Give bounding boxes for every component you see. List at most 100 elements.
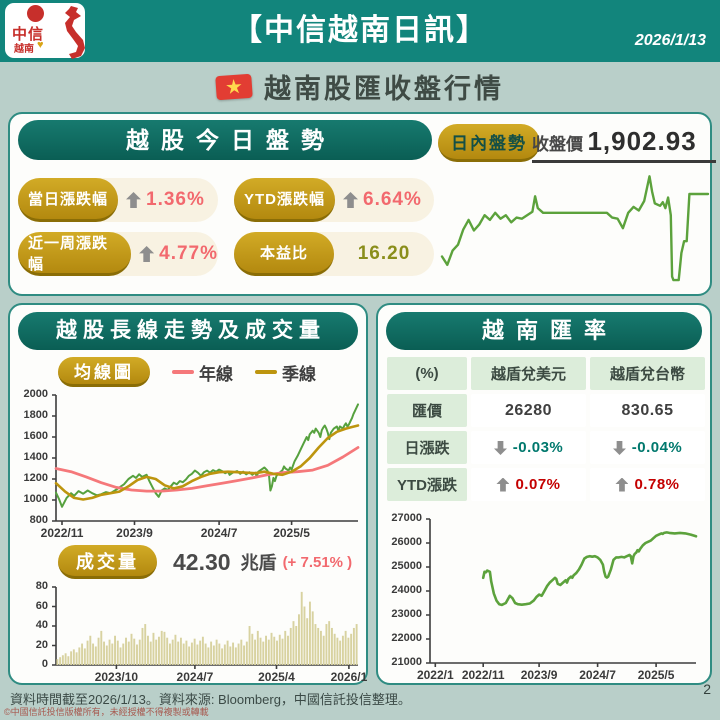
- stat-week-change-label: 近一周漲跌幅: [18, 232, 132, 276]
- down-arrow-icon: [613, 441, 626, 455]
- fx-usd-rate-value: 26280: [505, 401, 552, 419]
- fx-usd-ytd-change-value: 0.07%: [515, 476, 561, 493]
- x-tick-label: 2025/5: [273, 526, 310, 540]
- logo-sub-text: 越南: [14, 44, 34, 55]
- page-number: 2: [703, 681, 711, 697]
- stat-week-change-value: 4.77%: [159, 243, 218, 264]
- longterm-chart: 800 1000 1200 1400 1600 1800 2000 2022/11 2023/9…: [16, 388, 364, 541]
- down-arrow-icon: [494, 441, 507, 455]
- data-source-note: 資料時間截至2026/1/13。資料來源: Bloomberg，中國信託投信整理…: [10, 692, 411, 707]
- fx-usd-daily-change: -0.03%: [471, 431, 586, 464]
- stat-ytd-change-value: 6.64%: [363, 189, 422, 210]
- fx-panel: 越南匯率 (%) 越盾兌美元 越盾兌台幣 匯價 26280 830.65 日漲跌…: [376, 303, 712, 685]
- y-tick-label: 22000: [391, 632, 422, 644]
- subtitle-band: 越南股匯收盤行情: [0, 62, 720, 111]
- y-tick-label: 800: [29, 514, 48, 526]
- longterm-plot-svg: [52, 394, 360, 525]
- intraday-badge: 日內盤勢: [438, 124, 540, 162]
- stat-daily-change-value: 1.36%: [146, 189, 205, 210]
- fx-row-label: 日漲跌: [387, 431, 467, 464]
- ctbc-logo: 中信 越南 ♥: [5, 3, 85, 59]
- y-tick-label: 0: [41, 658, 48, 670]
- fx-panel-title: 越南匯率: [386, 312, 702, 350]
- logo-brand-text: 中信: [12, 26, 45, 43]
- fx-twd-daily-change: -0.04%: [590, 431, 705, 464]
- x-tick-label: 2024/7: [176, 670, 214, 684]
- stat-ytd-change: YTD漲跌幅 6.64%: [234, 178, 434, 222]
- copyright-note: ©中國信託投信版權所有，未經授權不得複製或轉載: [4, 707, 209, 717]
- x-tick-label: 2022/1: [416, 668, 454, 682]
- flag-star-icon: [225, 78, 242, 95]
- x-tick-label: 2025/4: [258, 670, 295, 684]
- longterm-panel: 越股長線走勢及成交量 均線圖 年線 季線 800 1000 1200 1400 1600…: [8, 303, 368, 685]
- fx-twd-ytd-change: 0.78%: [590, 468, 705, 501]
- x-tick-label: 2024/7: [579, 668, 616, 682]
- fx-col-header: 越盾兌台幣: [590, 357, 705, 390]
- quarterly-line-swatch: [255, 370, 277, 374]
- header-bar: 中信 越南 ♥ 【中信越南日訊】 2026/1/13: [0, 0, 720, 62]
- fx-usd-ytd-change: 0.07%: [471, 468, 586, 501]
- vietnam-map-icon: [65, 6, 85, 59]
- y-tick-label: 1600: [23, 430, 48, 442]
- report-date: 2026/1/13: [634, 32, 706, 49]
- fx-usd-daily-change-value: -0.03%: [512, 439, 564, 456]
- up-arrow-icon: [126, 192, 142, 208]
- x-tick-label: 2023/9: [520, 668, 558, 682]
- stat-ytd-change-label: YTD漲跌幅: [234, 178, 336, 222]
- annual-line-swatch: [172, 370, 194, 374]
- stat-pe-ratio-value: 16.20: [357, 243, 411, 264]
- volume-plot-svg: [52, 586, 358, 669]
- fx-usd-rate: 26280: [471, 394, 586, 427]
- y-tick-label: 23000: [391, 608, 422, 620]
- logo-seal-icon: [27, 5, 44, 22]
- close-price-value: 1,902.93: [587, 126, 697, 156]
- x-tick-label: 2023/10: [94, 670, 139, 684]
- stat-daily-change-label: 當日漲跌幅: [18, 178, 119, 222]
- y-tick-label: 60: [35, 599, 48, 612]
- fx-table: (%) 越盾兌美元 越盾兌台幣 匯價 26280 830.65 日漲跌 -0.0…: [387, 357, 705, 501]
- y-tick-label: 24000: [391, 584, 422, 596]
- fx-twd-daily-change-value: -0.04%: [631, 439, 683, 456]
- volume-badge: 成交量: [58, 545, 157, 579]
- quarterly-line-label: 季線: [282, 364, 316, 384]
- stat-pe-ratio: 本益比 16.20: [234, 232, 434, 276]
- x-tick-label: 2022/11: [461, 668, 505, 682]
- fx-twd-ytd-change-value: 0.78%: [634, 476, 680, 493]
- y-tick-label: 40: [35, 619, 48, 631]
- volume-header: 成交量 42.30 兆盾 (+ 7.51% ): [58, 545, 352, 579]
- stat-week-change: 近一周漲跌幅 4.77%: [18, 232, 218, 276]
- section-subtitle: 越南股匯收盤行情: [264, 74, 504, 104]
- fx-row-label: YTD漲跌: [387, 468, 467, 501]
- x-tick-label: 2026/1: [330, 670, 368, 684]
- intraday-plot-svg: [440, 175, 710, 282]
- stat-grid: 當日漲跌幅 1.36% YTD漲跌幅 6.64% 近一周漲跌幅 4.77% 本益…: [18, 178, 434, 276]
- up-arrow-icon: [615, 477, 629, 492]
- page-title: 【中信越南日訊】: [232, 14, 488, 47]
- y-tick-label: 27000: [391, 512, 422, 524]
- volume-unit: 兆盾: [240, 553, 277, 573]
- annual-line-label: 年線: [199, 364, 233, 384]
- y-tick-label: 21000: [391, 656, 422, 668]
- today-panel-title: 越股今日盤勢: [18, 120, 432, 160]
- up-arrow-icon: [496, 477, 510, 492]
- intraday-chart: [440, 168, 710, 288]
- close-price: 收盤價 1,902.93: [532, 126, 716, 163]
- close-price-label: 收盤價: [532, 135, 583, 154]
- y-tick-label: 20: [35, 638, 48, 651]
- y-tick-label: 1000: [23, 493, 48, 505]
- stat-pe-ratio-label: 本益比: [234, 232, 334, 276]
- y-tick-label: 1400: [23, 451, 48, 463]
- today-market-panel: 越股今日盤勢 日內盤勢 收盤價 1,902.93 當日漲跌幅 1.36% YTD…: [8, 112, 716, 296]
- volume-value: 42.30: [173, 548, 231, 575]
- y-tick-label: 26000: [391, 536, 422, 548]
- up-arrow-icon: [139, 246, 155, 262]
- fx-chart: 21000 22000 23000 24000 25000 26000 27000 2022/…: [384, 511, 708, 682]
- fx-col-header: (%): [387, 357, 467, 390]
- longterm-panel-title: 越股長線走勢及成交量: [18, 312, 358, 350]
- y-tick-label: 1200: [23, 472, 48, 484]
- vietnam-flag-icon: [215, 73, 253, 100]
- up-arrow-icon: [343, 192, 359, 208]
- ma-legend-badge: 均線圖: [58, 357, 150, 387]
- heart-icon: ♥: [37, 39, 44, 51]
- x-tick-label: 2025/5: [637, 668, 675, 682]
